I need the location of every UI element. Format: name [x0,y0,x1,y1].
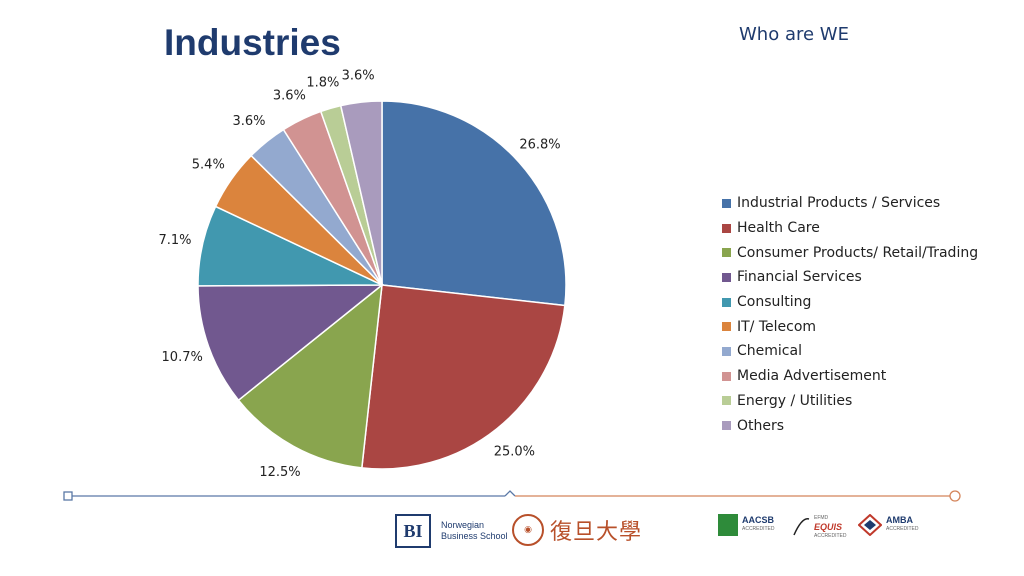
legend-label: Media Advertisement [737,368,887,385]
pie-data-label-1: 25.0% [494,445,535,460]
pie-slice-1 [361,284,566,470]
efmd-text: EFMD [814,515,829,521]
bi-line-2: Business School [441,531,508,541]
aacsb-icon [718,514,738,536]
legend-item: Industrial Products / Services [722,191,978,216]
legend-swatch [722,198,731,208]
equis-sub: ACCREDITED [814,533,847,539]
legend-label: Consulting [737,294,812,311]
equis-logo: EFMD EQUIS ACCREDITED [792,514,847,541]
pie-data-label-9: 3.6% [342,68,375,83]
legend-label: Consumer Products/ Retail/Trading [737,244,979,261]
footer-circle-marker [949,490,961,502]
legend-swatch [722,396,731,406]
legend-item: Others [722,413,978,438]
amba-sub: ACCREDITED [886,526,919,532]
pie-slice-2 [237,283,383,469]
legend-swatch [722,248,731,258]
bi-logo: BI Norwegian Business School [395,514,508,548]
pie-data-label-3: 10.7% [162,350,203,365]
fudan-name: 復旦大學 [550,520,643,545]
section-subtitle: Who are WE [739,24,849,45]
bi-mark: BI [395,514,431,548]
pie-data-label-6: 3.6% [232,114,265,129]
amba-logo: AMBA ACCREDITED [858,514,919,536]
equis-text: EQUIS [814,522,843,532]
pie-slice-9 [339,100,383,286]
aacsb-logo: AACSB ACCREDITED [718,514,775,536]
amba-text: AMBA [886,515,913,525]
bi-line-1: Norwegian [441,520,485,530]
legend-swatch [722,346,731,356]
bi-text: Norwegian Business School [441,520,508,542]
legend-item: Health Care [722,216,978,241]
legend-item: Energy / Utilities [722,389,978,414]
pie-slice-0 [381,100,567,307]
pie-data-label-4: 7.1% [158,233,191,248]
pie-slice-3 [197,284,385,402]
fudan-logo: ◉ 復旦大學 [512,514,642,546]
chart-legend: Industrial Products / Services Health Car… [722,191,978,438]
legend-label: Industrial Products / Services [737,195,941,212]
legend-swatch [722,371,731,381]
pie-data-label-0: 26.8% [519,138,560,153]
page-title: Industries [164,22,341,63]
legend-label: IT/ Telecom [737,318,817,335]
legend-swatch [722,421,731,431]
legend-item: Financial Services [722,265,978,290]
amba-diamond-icon [858,514,882,536]
legend-label: Health Care [737,220,820,237]
legend-item: Media Advertisement [722,364,978,389]
pie-data-label-8: 1.8% [306,75,339,90]
legend-swatch [722,297,731,307]
pie-data-label-2: 12.5% [259,465,300,480]
legend-label: Energy / Utilities [737,392,853,409]
legend-swatch [722,322,731,332]
aacsb-text: AACSB [742,515,775,525]
equis-swoosh-icon [793,517,810,535]
fudan-seal-icon: ◉ [512,514,544,546]
footer-square-marker [63,491,73,501]
legend-item: Consulting [722,290,978,315]
aacsb-sub: ACCREDITED [742,526,775,532]
legend-swatch [722,272,731,282]
footer-chevron [504,490,516,497]
legend-item: IT/ Telecom [722,314,978,339]
legend-item: Chemical [722,339,978,364]
legend-label: Chemical [737,343,802,360]
pie-data-label-7: 3.6% [273,88,306,103]
legend-item: Consumer Products/ Retail/Trading [722,240,978,265]
legend-swatch [722,223,731,233]
legend-label: Financial Services [737,269,862,286]
pie-data-label-5: 5.4% [192,158,225,173]
legend-label: Others [737,417,785,434]
